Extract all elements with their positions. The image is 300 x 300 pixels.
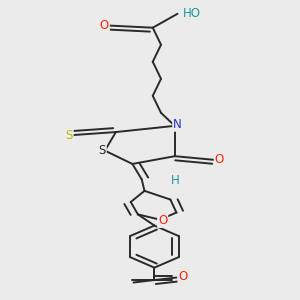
Text: O: O <box>215 153 224 167</box>
Text: HO: HO <box>183 7 201 20</box>
Text: S: S <box>65 129 73 142</box>
Text: O: O <box>178 270 188 283</box>
Text: N: N <box>173 118 182 131</box>
Text: O: O <box>158 214 167 227</box>
Text: O: O <box>100 19 109 32</box>
Text: S: S <box>98 144 106 157</box>
Text: H: H <box>170 175 179 188</box>
